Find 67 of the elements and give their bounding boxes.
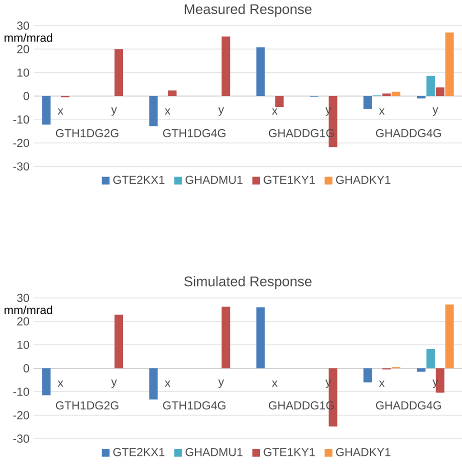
x-tick-label: y — [218, 107, 224, 116]
x-tick-label: x — [378, 108, 384, 115]
y-axis-title: mm/mrad — [4, 33, 52, 42]
legend-label: GHADKY1 — [336, 448, 390, 456]
bar — [114, 49, 123, 96]
y-tick-label: -30 — [13, 434, 29, 443]
bar — [168, 90, 176, 96]
legend-label: GTE1KY1 — [263, 448, 315, 456]
x-tick-label: y — [432, 107, 438, 116]
chart-title: Measured Response — [184, 4, 312, 17]
bar — [391, 92, 400, 96]
annotation: GTH1DG2G — [56, 129, 118, 138]
bar — [274, 96, 284, 108]
annotation: GHADDG4G — [376, 129, 441, 138]
bar — [445, 304, 454, 368]
legend-label: GHADMU1 — [185, 448, 242, 456]
legend-label: GTE2KX1 — [113, 176, 164, 184]
legend-label: GHADMU1 — [185, 176, 242, 184]
legend-label: GTE2KX1 — [113, 448, 164, 456]
bar — [426, 76, 435, 96]
bar — [42, 96, 50, 125]
annotation: GHADDG4G — [376, 401, 441, 410]
x-tick-label: y — [110, 379, 117, 388]
bar — [436, 87, 444, 96]
x-tick-label: x — [378, 380, 384, 387]
bar — [221, 306, 230, 368]
bar — [426, 349, 435, 368]
bar — [42, 368, 50, 396]
bar — [363, 368, 372, 382]
y-tick-label: -30 — [13, 162, 29, 171]
bar — [256, 47, 265, 96]
legend-label: GHADKY1 — [336, 176, 390, 184]
y-tick-label: -20 — [13, 138, 29, 148]
y-tick-label: -10 — [13, 388, 29, 396]
x-tick-label: x — [57, 380, 64, 387]
x-tick-label: y — [110, 107, 117, 116]
bar — [416, 368, 426, 372]
bar — [148, 96, 158, 126]
y-tick-label: 10 — [17, 340, 29, 349]
x-tick-label: y — [218, 379, 224, 388]
bar — [148, 368, 158, 400]
legend-label: GTE1KY1 — [263, 176, 315, 184]
y-tick-label: 20 — [16, 317, 29, 326]
x-tick-label: x — [57, 108, 64, 115]
y-tick-label: -10 — [13, 115, 29, 124]
bar — [114, 314, 123, 368]
bar — [363, 96, 372, 109]
bar — [382, 93, 391, 96]
annotation: GTH1DG4G — [162, 401, 226, 410]
y-axis-title: mm/mrad — [4, 306, 52, 314]
x-tick-label: x — [272, 380, 278, 387]
bar — [445, 32, 454, 96]
y-tick-label: 0 — [23, 364, 29, 372]
bar — [256, 307, 265, 368]
x-tick-label: x — [164, 108, 170, 115]
x-tick-label: x — [272, 108, 278, 115]
annotation: GTH1DG2G — [56, 401, 118, 410]
y-tick-label: 20 — [16, 45, 29, 54]
y-tick-label: -20 — [13, 411, 29, 420]
y-tick-label: 10 — [17, 68, 29, 77]
y-tick-label: 30 — [16, 294, 29, 302]
y-tick-label: 30 — [16, 22, 29, 30]
bar — [221, 36, 230, 96]
chart-title: Simulated Response — [184, 276, 312, 290]
y-tick-label: 0 — [23, 92, 29, 100]
x-tick-label: x — [164, 380, 170, 387]
annotation: GTH1DG4G — [162, 129, 226, 138]
